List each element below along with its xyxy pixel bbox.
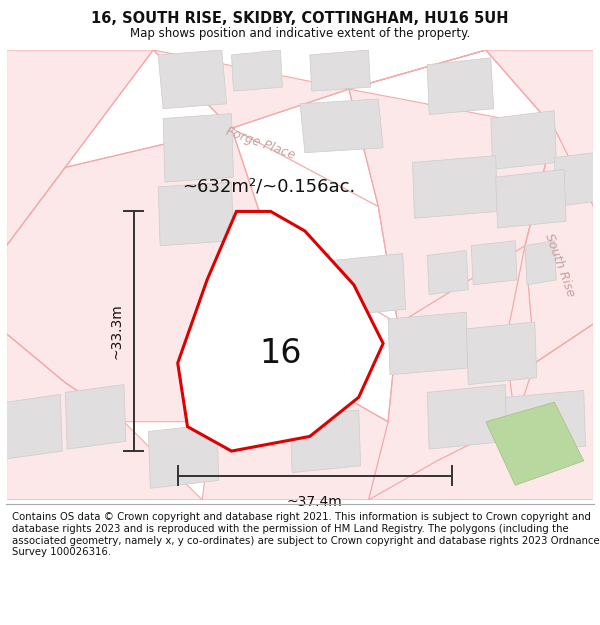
Polygon shape (178, 211, 383, 451)
Polygon shape (496, 169, 566, 228)
Polygon shape (471, 241, 517, 285)
Text: Map shows position and indicative extent of the property.: Map shows position and indicative extent… (130, 27, 470, 40)
Polygon shape (148, 424, 219, 488)
Polygon shape (486, 50, 593, 363)
Polygon shape (491, 111, 556, 169)
Polygon shape (153, 50, 593, 128)
Text: 16: 16 (259, 337, 302, 370)
Polygon shape (427, 58, 494, 114)
Polygon shape (7, 394, 62, 459)
Polygon shape (7, 128, 271, 422)
Polygon shape (286, 316, 367, 379)
Polygon shape (525, 241, 556, 285)
Polygon shape (486, 402, 584, 486)
Polygon shape (310, 50, 370, 91)
Polygon shape (158, 50, 227, 109)
Polygon shape (427, 384, 508, 449)
Polygon shape (222, 292, 325, 412)
Polygon shape (232, 50, 283, 91)
Polygon shape (334, 254, 406, 316)
Polygon shape (65, 384, 126, 449)
Polygon shape (7, 50, 153, 246)
Polygon shape (349, 89, 554, 324)
Text: ~37.4m: ~37.4m (287, 495, 343, 509)
Polygon shape (163, 114, 233, 182)
Polygon shape (256, 254, 331, 316)
Text: 16, SOUTH RISE, SKIDBY, COTTINGHAM, HU16 5UH: 16, SOUTH RISE, SKIDBY, COTTINGHAM, HU16… (91, 11, 509, 26)
Polygon shape (554, 152, 593, 206)
Text: Forge Place: Forge Place (224, 124, 298, 161)
Text: Contains OS data © Crown copyright and database right 2021. This information is : Contains OS data © Crown copyright and d… (12, 512, 599, 558)
Polygon shape (368, 246, 593, 500)
Polygon shape (505, 391, 586, 453)
Polygon shape (290, 410, 361, 472)
Polygon shape (202, 344, 388, 500)
Text: ~33.3m: ~33.3m (109, 303, 123, 359)
Polygon shape (427, 251, 468, 294)
Polygon shape (466, 322, 537, 384)
Polygon shape (158, 182, 233, 246)
Text: ~632m²/~0.156ac.: ~632m²/~0.156ac. (182, 178, 356, 196)
Polygon shape (413, 156, 497, 218)
Polygon shape (7, 334, 202, 500)
Polygon shape (300, 99, 383, 152)
Polygon shape (388, 312, 468, 375)
Text: South Rise: South Rise (542, 232, 577, 299)
